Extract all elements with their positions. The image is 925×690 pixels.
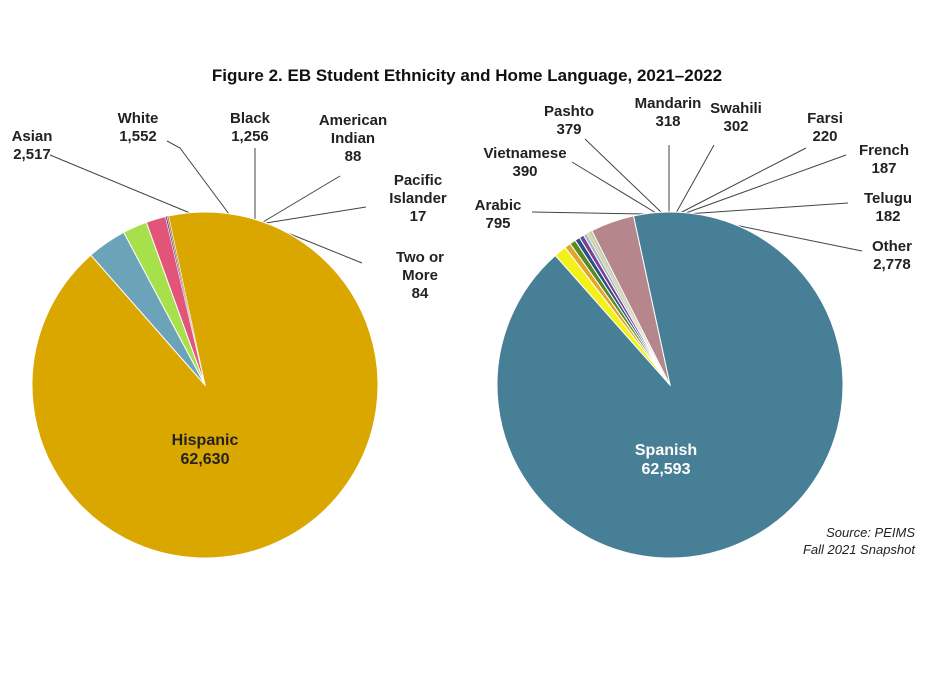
slice-label-asian: Asian: [12, 128, 53, 145]
slice-label-telugu: Telugu: [864, 190, 912, 207]
slice-value-arabic: 795: [485, 215, 510, 232]
slice-value-spanish: 62,593: [642, 461, 691, 478]
slice-two-or-more: [166, 215, 206, 386]
ethnicity-pie: Hispanic62,630Asian2,517White1,552Black1…: [12, 110, 447, 559]
leader-american-indian: [262, 175, 341, 223]
slice-label-white: White: [118, 110, 159, 127]
slice-value-mandarin: 318: [655, 113, 680, 130]
slice-value-other: 2,778: [873, 256, 911, 273]
slice-value-asian: 2,517: [13, 146, 51, 163]
leader-white: [166, 140, 230, 215]
leader-lines: [49, 140, 367, 264]
source-line-2: Fall 2021 Snapshot: [803, 542, 916, 557]
slice-label-farsi: Farsi: [807, 110, 843, 127]
leader-swahili: [675, 144, 715, 214]
leader-pashto: [584, 138, 663, 214]
slice-label-pacific-islander-0: Pacific: [394, 172, 442, 189]
leader-other: [719, 221, 863, 252]
slice-label-american-indian-0: American: [319, 112, 387, 129]
slice-value-pashto: 379: [556, 121, 581, 138]
slice-label-black: Black: [230, 110, 271, 127]
slice-label-other: Other: [872, 238, 912, 255]
slice-label-swahili: Swahili: [710, 100, 762, 117]
slice-value-telugu: 182: [875, 208, 900, 225]
slice-label-spanish: Spanish: [635, 442, 697, 459]
slice-value-white: 1,552: [119, 128, 157, 145]
slice-value-black: 1,256: [231, 128, 269, 145]
leader-asian: [49, 154, 191, 214]
leader-vietnamese: [571, 161, 657, 214]
leader-farsi: [679, 147, 807, 214]
slice-label-pacific-islander-1: Islander: [389, 190, 447, 207]
slice-value-farsi: 220: [812, 128, 837, 145]
figure-title: Figure 2. EB Student Ethnicity and Home …: [212, 66, 722, 85]
slice-label-vietnamese: Vietnamese: [483, 145, 566, 162]
slice-label-arabic: Arabic: [475, 197, 522, 214]
slice-value-american-indian: 88: [345, 148, 362, 165]
slice-label-mandarin: Mandarin: [635, 95, 702, 112]
slice-value-swahili: 302: [723, 118, 748, 135]
slice-other: [591, 215, 671, 386]
slice-label-pashto: Pashto: [544, 103, 594, 120]
leader-arabic: [531, 211, 647, 215]
slice-value-two-or-more: 84: [412, 285, 429, 302]
slice-label-hispanic: Hispanic: [172, 432, 239, 449]
slice-label-two-or-more-0: Two or: [396, 249, 444, 266]
leader-pacific-islander: [265, 206, 367, 224]
slice-value-vietnamese: 390: [512, 163, 537, 180]
source-line-1: Source: PEIMS: [826, 525, 915, 540]
slice-label-american-indian-1: Indian: [331, 130, 375, 147]
slice-value-french: 187: [871, 160, 896, 177]
leader-lines: [531, 138, 863, 252]
slice-value-pacific-islander: 17: [410, 208, 427, 225]
slice-label-two-or-more-1: More: [402, 267, 438, 284]
leader-french: [682, 154, 847, 215]
slice-label-french: French: [859, 142, 909, 159]
slice-value-hispanic: 62,630: [181, 451, 230, 468]
leader-telugu: [685, 202, 849, 215]
